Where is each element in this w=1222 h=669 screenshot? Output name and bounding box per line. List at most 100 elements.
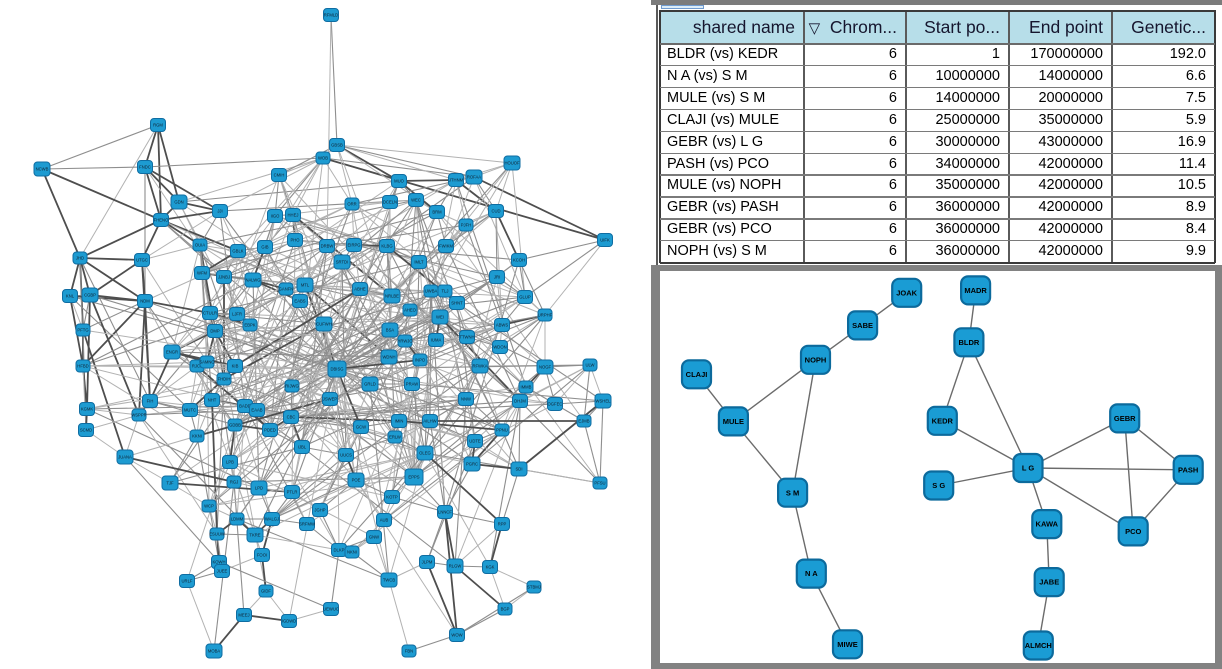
svg-text:HFBD: HFBD [77,364,88,369]
svg-text:UTGC: UTGC [136,258,148,263]
svg-text:LPD: LPD [255,486,263,491]
svg-text:MEEJ: MEEJ [238,613,249,618]
svg-text:GBSB: GBSB [331,143,343,148]
svg-text:PJFH: PJFH [461,223,471,228]
svg-text:L G: L G [1022,464,1035,473]
svg-text:EPPS: EPPS [408,475,419,480]
svg-text:UIFK: UIFK [600,238,610,243]
svg-text:TWCB: TWCB [383,578,396,583]
svg-text:AILHW: AILHW [423,419,436,424]
svg-text:WOB: WOB [318,156,328,161]
svg-text:INPO: INPO [415,358,426,363]
svg-text:JRI: JRI [494,275,500,280]
svg-text:JABE: JABE [1039,578,1059,587]
svg-text:PTLR: PTLR [287,490,298,495]
svg-text:DMP: DMP [210,329,220,334]
svg-text:PHO: PHO [290,238,300,243]
svg-text:FNDC: FNDC [139,165,151,170]
svg-text:PFSU: PFSU [594,481,605,486]
svg-text:RGM: RGM [153,123,163,128]
svg-text:NCWB: NCWB [36,167,49,172]
svg-text:TJF: TJF [166,481,174,486]
svg-text:WOW: WOW [451,633,462,638]
svg-text:EJMB: EJMB [578,419,589,424]
svg-text:GRLD: GRLD [364,382,376,387]
svg-text:S G: S G [932,481,945,490]
svg-text:SRTDI: SRTDI [336,260,349,265]
svg-text:S M: S M [786,488,799,497]
svg-text:NRLBE: NRLBE [385,294,399,299]
svg-text:CGBP: CGBP [84,293,96,298]
svg-text:GANFN: GANFN [279,287,294,292]
svg-text:WDON: WDON [493,345,506,350]
svg-text:WDNH: WDNH [382,355,395,360]
svg-text:CUD: CUD [491,209,500,214]
svg-text:DHJM: DHJM [514,399,526,404]
svg-text:FIH: FIH [147,399,154,404]
svg-text:EBPK: EBPK [244,323,255,328]
svg-text:UWBA: UWBA [425,289,438,294]
svg-text:KCOH: KCOH [513,258,525,263]
svg-text:WFM: WFM [197,271,208,276]
svg-text:MULE: MULE [723,417,744,426]
svg-text:AUB: AUB [380,518,389,523]
svg-text:LDMM: LDMM [231,517,244,522]
svg-text:KNL: KNL [66,294,75,299]
svg-text:EIRPG: EIRPG [347,243,360,248]
svg-text:IMLT: IMLT [414,260,424,265]
svg-text:BRM: BRM [432,210,442,215]
svg-text:POE: POE [352,478,361,483]
svg-text:BADD: BADD [239,404,251,409]
svg-text:CUFWH: CUFWH [316,322,332,327]
svg-text:FHENO: FHENO [154,218,169,223]
svg-text:GDBB: GDBB [229,423,241,428]
svg-text:PRAW: PRAW [406,382,418,387]
svg-text:PPNU: PPNU [496,428,508,433]
svg-text:TKRE: TKRE [249,533,260,538]
svg-text:JUEE: JUEE [217,569,228,574]
svg-text:KOWH: KOWH [212,560,225,565]
svg-text:ABHE: ABHE [354,287,366,292]
svg-text:DBISG: DBISG [330,367,343,372]
svg-text:BGP: BGP [501,607,510,612]
svg-text:JUANA: JUANA [118,455,132,460]
svg-text:FBN: FBN [405,649,413,654]
svg-text:NKNI: NKNI [347,550,357,555]
svg-text:MUO: MUO [394,179,405,184]
svg-text:JHD: JHD [76,256,84,261]
svg-text:BLDR: BLDR [958,338,979,347]
svg-text:HOUOF: HOUOF [504,161,520,166]
svg-text:GDN: GDN [174,200,183,205]
svg-text:FWIKM: FWIKM [439,244,453,249]
svg-text:SCMD: SCMD [80,428,92,433]
svg-text:PGRC: PGRC [466,462,478,467]
svg-text:CTULR: CTULR [203,311,217,316]
svg-text:IMMB: IMMB [521,385,532,390]
svg-text:IJBL: IJBL [298,445,307,450]
svg-text:NDM: NDM [140,299,150,304]
svg-text:IIGO: IIGO [271,214,281,219]
svg-text:GIDF: GIDF [261,589,271,594]
svg-text:NNW: NNW [461,397,471,402]
svg-text:RFWKA: RFWKA [472,364,487,369]
svg-text:JGHP: JGHP [314,508,325,513]
svg-text:JLPM: JLPM [422,560,433,565]
svg-text:GEBR: GEBR [1114,414,1136,423]
svg-text:WEC: WEC [411,198,421,203]
svg-text:JSWEP: JSWEP [323,397,338,402]
svg-text:KOTP: KOTP [386,495,398,500]
svg-text:SRFMW: SRFMW [299,522,315,527]
svg-text:CLAJI: CLAJI [686,370,708,379]
svg-text:KIB: KIB [232,364,239,369]
svg-text:GLUP: GLUP [519,295,531,300]
svg-text:ALMCH: ALMCH [1025,641,1052,650]
svg-text:URLF: URLF [182,579,193,584]
svg-text:IUMA: IUMA [431,338,442,343]
svg-text:BSA: BSA [386,328,395,333]
svg-text:HRWJO: HRWJO [397,339,413,344]
svg-text:NALWG: NALWG [245,278,260,283]
svg-text:SABE: SABE [852,321,873,330]
svg-text:UDTE: UDTE [469,439,481,444]
svg-text:WCP: WCP [204,504,214,509]
svg-text:ENGR: ENGR [166,350,178,355]
